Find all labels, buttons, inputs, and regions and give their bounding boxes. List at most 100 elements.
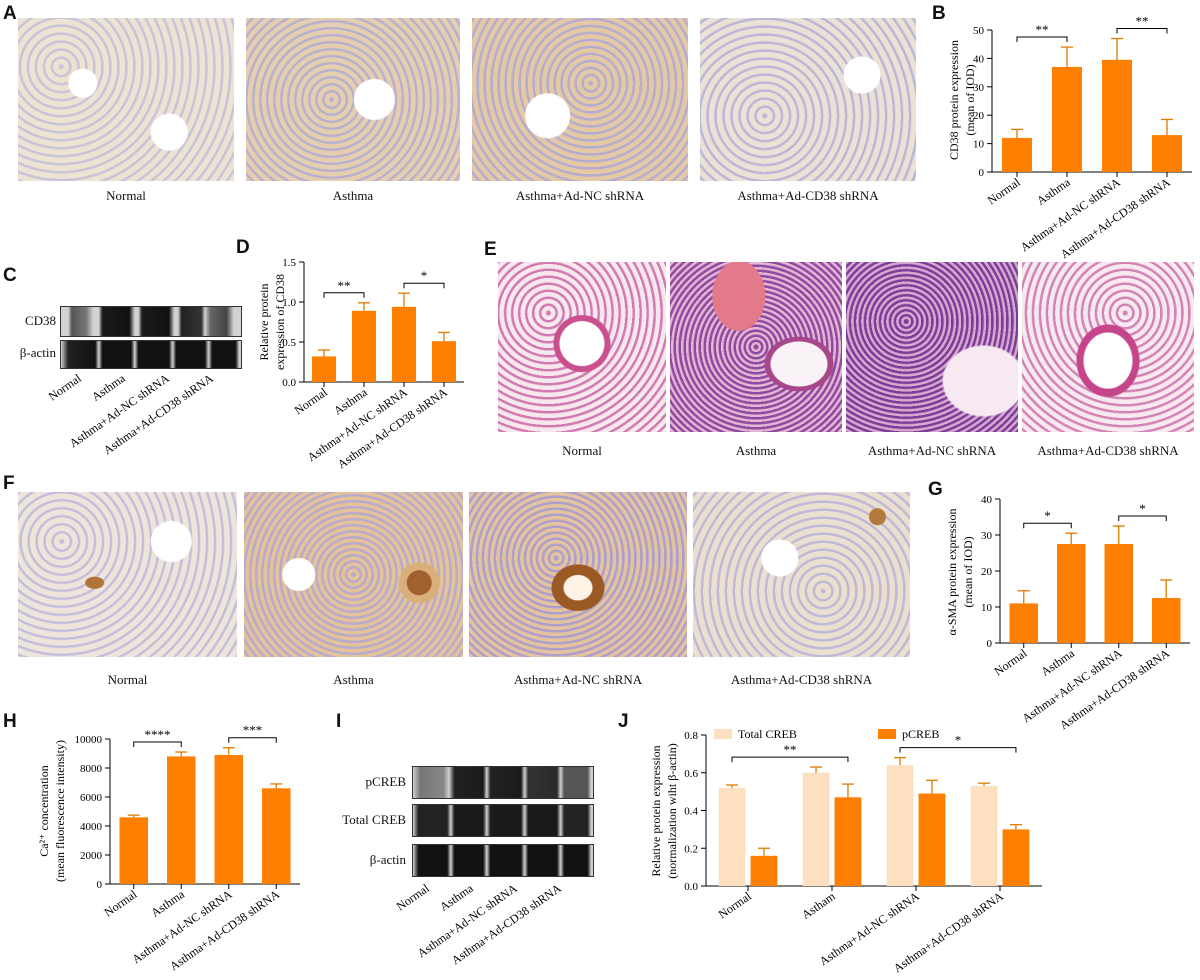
y-tick-label: 4000 <box>80 821 103 833</box>
caption-a-4: Asthma+Ad-CD38 shRNA <box>737 188 879 203</box>
panel-label-f: F <box>3 473 15 494</box>
y-axis-label: (mean of IOD) <box>961 536 975 607</box>
bar <box>1009 603 1038 643</box>
y-tick-label: 40 <box>973 53 985 65</box>
y-tick-label: 30 <box>981 530 993 542</box>
y-tick-label: 30 <box>973 82 985 94</box>
caption-e-4: Asthma+Ad-CD38 shRNA <box>1037 443 1179 458</box>
caption-f-4: Asthma+Ad-CD38 shRNA <box>730 672 873 687</box>
bar <box>750 855 778 886</box>
y-tick-label: 0.0 <box>282 377 296 389</box>
y-tick-label: 0.8 <box>684 730 698 742</box>
significance-bracket <box>133 741 182 748</box>
micrograph-e-normal <box>498 262 666 432</box>
bar <box>802 772 830 886</box>
chart-g: 0 10 20 30 40 α-SMA protein expression (mean o… <box>945 494 1190 732</box>
y-axis-label: Ca²⁺ concentration <box>37 765 51 857</box>
blot-c-label-cd38: CD38 <box>24 313 56 328</box>
caption-a-2: Asthma <box>332 188 374 203</box>
x-tick-label: Astham <box>799 889 838 922</box>
bar <box>167 756 196 884</box>
bar <box>1002 137 1032 172</box>
blot-i-label-actin: β-actin <box>369 852 406 867</box>
legend-swatch <box>714 729 732 739</box>
micrograph-a-ad-nc <box>472 18 688 181</box>
micrograph-f-ad-cd38 <box>693 492 910 657</box>
bar <box>886 765 914 886</box>
bar <box>214 754 243 884</box>
micrograph-e-ad-nc <box>846 262 1018 432</box>
legend-swatch <box>878 729 896 739</box>
y-tick-label: 0.5 <box>282 337 296 349</box>
chart-b: 0 10 20 30 40 50 CD38 protein expression (mean … <box>947 14 1192 261</box>
bar <box>718 787 746 886</box>
significance-marker: * <box>1044 508 1051 523</box>
panel-label-a: A <box>3 3 17 24</box>
significance-bracket <box>1016 36 1068 43</box>
western-blot-cd38 <box>60 306 242 337</box>
significance-bracket <box>228 737 277 743</box>
significance-marker: *** <box>243 723 263 738</box>
bar <box>1102 59 1132 172</box>
significance-marker: ** <box>784 742 797 757</box>
y-axis-label: α-SMA protein expression <box>945 509 959 636</box>
x-tick-label: Normal <box>101 887 140 920</box>
micrograph-e-ad-cd38 <box>1022 262 1194 432</box>
bar <box>312 356 336 382</box>
significance-bracket <box>731 756 849 763</box>
western-blot-i-actin <box>412 844 594 877</box>
x-tick-label: Normal <box>292 385 331 418</box>
y-tick-label: 20 <box>973 110 985 122</box>
significance-bracket <box>323 292 365 298</box>
y-tick-label: 1.5 <box>282 257 296 269</box>
bar <box>1152 598 1181 643</box>
x-tick-label: Normal <box>985 175 1024 208</box>
y-tick-label: 1.0 <box>282 297 296 309</box>
panel-label-i: I <box>336 711 342 732</box>
caption-e-3: Asthma+Ad-NC shRNA <box>867 443 997 458</box>
significance-marker: ** <box>338 278 351 293</box>
legend-label: Total CREB <box>738 727 797 741</box>
significance-marker: * <box>1139 501 1146 516</box>
significance-bracket <box>403 282 445 289</box>
panel-label-d: D <box>236 237 250 258</box>
significance-bracket <box>899 747 1017 753</box>
caption-a-1: Normal <box>106 188 146 203</box>
significance-bracket <box>1118 515 1167 521</box>
lane-label: Normal <box>46 371 85 404</box>
caption-f-3: Asthma+Ad-NC shRNA <box>513 672 643 687</box>
y-tick-label: 6000 <box>80 792 103 804</box>
blot-i-label-pcreb: pCREB <box>365 774 406 789</box>
significance-marker: ** <box>1136 14 1149 29</box>
lane-label: Normal <box>394 881 433 914</box>
panel-label-g: G <box>928 479 943 500</box>
bar <box>834 797 862 886</box>
bar <box>1002 829 1030 886</box>
caption-f-2: Asthma <box>333 672 374 687</box>
caption-e-2: Asthma <box>735 443 777 458</box>
y-axis-label: Relative protein <box>257 284 271 361</box>
chart-h: 0 2000 4000 6000 8000 10000 Ca²⁺ concentration… <box>37 723 300 973</box>
blot-c-label-actin: β-actin <box>19 345 56 360</box>
significance-marker: * <box>955 733 962 748</box>
bar <box>262 788 291 884</box>
bar <box>352 310 376 382</box>
bar <box>1104 544 1133 643</box>
bar <box>1057 544 1086 643</box>
significance-marker: **** <box>145 727 171 742</box>
bar <box>392 306 416 382</box>
y-axis-label: Relative protein expression <box>649 745 663 876</box>
micrograph-f-normal <box>18 492 237 657</box>
bar <box>432 341 456 382</box>
micrograph-e-asthma <box>670 262 842 432</box>
panel-label-b: B <box>932 3 946 24</box>
y-tick-label: 40 <box>981 494 993 506</box>
significance-marker: * <box>421 268 428 283</box>
x-tick-label: Asthma <box>148 887 187 920</box>
y-axis-label: (mean of IOD) <box>963 64 977 135</box>
y-axis-label: (normalization wiht β-actin) <box>665 743 679 878</box>
caption-f-1: Normal <box>107 672 148 687</box>
y-tick-label: 8000 <box>80 763 103 775</box>
